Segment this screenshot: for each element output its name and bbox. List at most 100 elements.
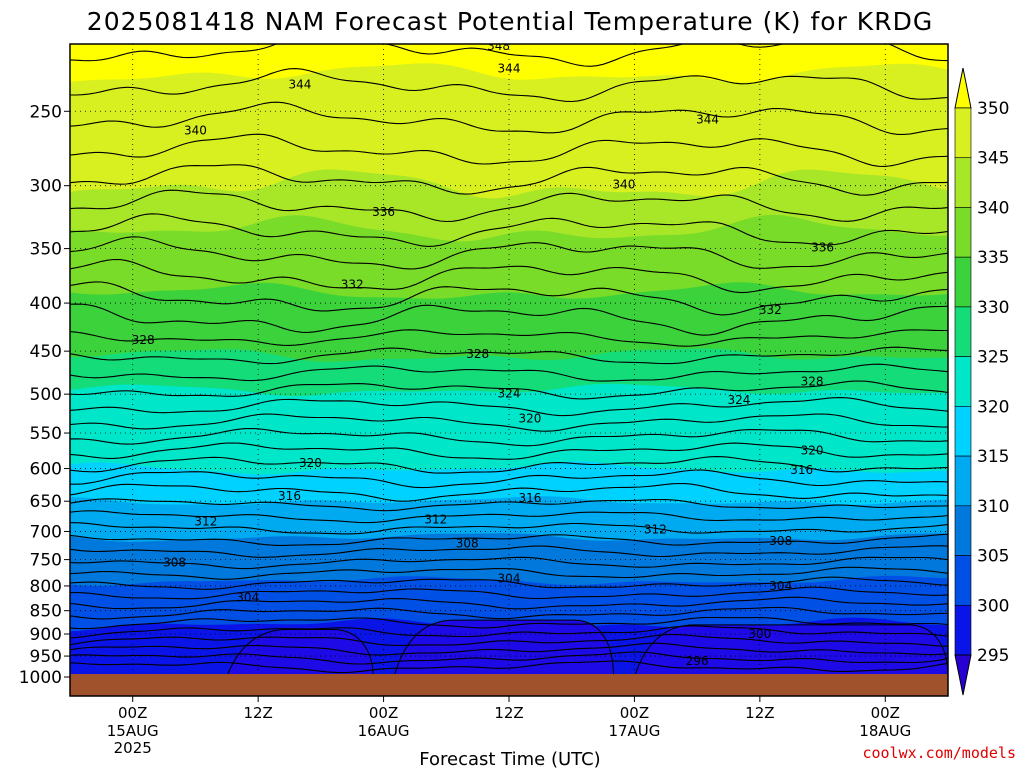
y-tick-label-15: 1000 [19,668,62,688]
contour-label-text: 328 [801,375,824,389]
x-tick-label-1: 12Z [243,704,272,722]
contour-label-text: 308 [456,537,479,551]
x-tick-label-0: 00Z [118,704,147,722]
contour-label-28: 304 [769,579,792,593]
colorbar-segment-10 [954,555,972,606]
x-axis-label: Forecast Time (UTC) [419,749,600,768]
colorbar-segment-6 [954,356,972,407]
contour-line-19 [70,456,948,474]
credit-text: coolwx.com/models [862,744,1016,762]
colorbar-segment-7 [954,406,972,457]
cold-pool-contour-1 [393,619,615,678]
contour-line-25 [70,533,948,546]
y-tick-label-9: 700 [30,522,62,542]
contour-label-text: 340 [184,123,207,137]
contour-label-text: 312 [424,513,447,527]
contour-label-text: 344 [696,112,719,126]
contour-line-22 [70,498,948,512]
y-tick-label-5: 500 [30,385,62,405]
contour-line-4 [70,164,948,196]
colorbar-segment-1 [954,107,972,159]
contour-label-text: 304 [769,579,792,593]
colorbar-bottom-arrow [954,654,972,696]
contour-line-10 [70,303,948,336]
contour-line-35 [70,633,948,647]
x-tick-date-0: 15AUG [107,722,159,740]
contour-label-text: 300 [748,627,771,641]
contour-line-32 [70,606,948,620]
contour-label-text: 308 [163,555,186,569]
contour-line-16 [70,413,948,432]
contour-line-3 [70,133,948,167]
contour-label-text: 316 [790,463,813,477]
contour-line-36 [70,642,948,656]
contour-label-text: 340 [613,177,636,191]
contour-label-3: 344 [696,112,719,126]
contour-label-text: 304 [236,591,259,605]
plot-area: 348 344 344 344 340 340 336 336 332 332 328 328 328 3… [70,44,948,696]
x-tick-label-5: 12Z [745,704,774,722]
colorbar-top-arrow [954,67,972,109]
contour-label-text: 332 [759,303,782,317]
contour-label-text: 296 [686,654,709,668]
contour-line-26 [70,545,948,558]
contour-line-34 [70,625,948,639]
x-tick-date-2: 16AUG [358,722,410,740]
contour-line-12 [70,346,948,365]
colorbar-label-4: 330 [977,298,1009,318]
contour-label-29: 304 [236,591,259,605]
contour-label-text: 316 [278,489,301,503]
contour-line-30 [70,586,948,600]
contour-label-10: 328 [132,333,155,347]
contour-label-text: 324 [727,393,750,407]
colorbar-label-7: 315 [977,447,1009,467]
contour-line-14 [70,380,948,400]
y-tick-label-12: 850 [30,602,62,622]
contour-label-11: 328 [466,347,489,361]
x-tick-label-2: 00Z [369,704,398,722]
y-axis: 250 300 350 400 450 500 550 600 650 700 750 800 850 9… [19,102,70,688]
colorbar-segment-11 [954,604,972,656]
contour-label-23: 312 [644,523,667,537]
contour-line-2 [70,101,948,135]
contour-label-18: 316 [790,463,813,477]
contour-label-text: 328 [466,347,489,361]
contour-label-text: 344 [288,77,311,91]
colorbar-label-2: 340 [977,198,1009,218]
contour-label-6: 336 [372,205,395,219]
y-tick-label-3: 400 [30,294,62,314]
contour-line-24 [70,522,948,535]
contour-label-20: 316 [518,491,541,505]
colorbar-segment-2 [954,157,972,208]
contour-line-33 [70,616,948,630]
contour-label-31: 296 [686,654,709,668]
contour-line-29 [70,576,948,590]
x-tick-year-0: 2025 [114,739,152,757]
contour-label-8: 332 [341,277,364,291]
y-tick-label-8: 650 [30,492,62,512]
contour-line-31 [70,596,948,610]
contour-label-27: 304 [498,572,521,586]
colorbar-label-6: 320 [977,397,1009,417]
contour-labels: 348 344 344 344 340 340 336 336 332 332 328 328 328 3… [132,44,834,668]
contour-label-text: 320 [299,456,322,470]
colorbar-segment-9 [954,505,972,556]
y-tick-label-2: 350 [30,240,62,260]
contour-line-15 [70,397,948,417]
colorbar-label-0: 350 [977,99,1009,119]
y-tick-label-0: 250 [30,102,62,122]
colorbar: 350 345 340 335 330 325 320 315 310 305 300 295 [954,67,1009,696]
contour-label-text: 320 [518,412,541,426]
colorbar-label-8: 310 [977,497,1009,517]
colorbar-label-10: 300 [977,596,1009,616]
contour-label-30: 300 [748,627,771,641]
contour-label-15: 320 [518,412,541,426]
contour-label-24: 308 [456,537,479,551]
colorbar-label-9: 305 [977,547,1009,567]
y-tick-label-1: 300 [30,177,62,197]
contour-line-6 [70,213,948,247]
x-tick-label-4: 00Z [620,704,649,722]
x-tick-label-6: 00Z [871,704,900,722]
